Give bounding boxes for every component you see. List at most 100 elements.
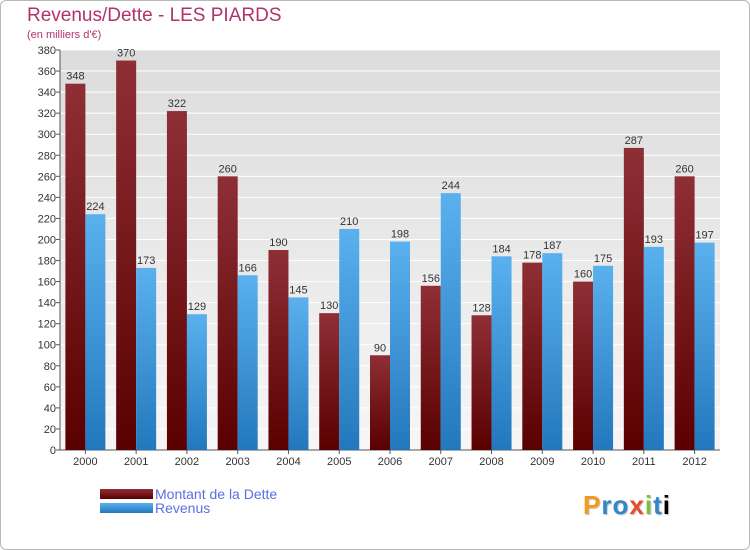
- bar-revenus: [542, 253, 563, 450]
- bar-revenus: [491, 256, 512, 450]
- y-tick-label: 160: [38, 277, 56, 289]
- legend-swatch-debt: [100, 489, 153, 499]
- y-tick-label: 300: [38, 129, 56, 141]
- logo-letter: x: [629, 490, 645, 520]
- bar-debt: [65, 83, 86, 451]
- y-tick-label: 20: [44, 424, 56, 436]
- bar-revenus: [440, 193, 461, 450]
- data-label-debt: 287: [625, 135, 643, 147]
- y-tick-label: 140: [38, 298, 56, 310]
- x-tick-label: 2002: [175, 456, 199, 468]
- data-label-debt: 260: [219, 163, 237, 175]
- bar-debt: [217, 176, 238, 450]
- logo-letter: r: [601, 490, 613, 520]
- data-label-revenus: 197: [695, 230, 713, 242]
- y-tick-label: 320: [38, 108, 56, 120]
- x-tick-label: 2006: [378, 456, 402, 468]
- data-label-debt: 156: [422, 273, 440, 285]
- bar-debt: [573, 281, 594, 450]
- chart-subtitle: (en milliers d'€): [27, 29, 102, 41]
- data-label-revenus: 244: [442, 180, 460, 192]
- bar-revenus: [288, 297, 309, 450]
- bar-revenus: [237, 275, 258, 450]
- legend-label-revenus: Revenus: [155, 500, 211, 516]
- bar-debt: [116, 60, 137, 451]
- y-tick-label: 0: [50, 445, 56, 457]
- x-tick-label: 2001: [124, 456, 148, 468]
- proxiti-logo: Proxiti: [583, 490, 671, 521]
- logo-letter: P: [583, 490, 602, 520]
- y-tick-label: 80: [44, 361, 56, 373]
- y-tick-label: 280: [38, 150, 56, 162]
- legend-swatch-revenus: [100, 503, 153, 513]
- y-tick-label: 360: [38, 66, 56, 78]
- logo-letter: t: [653, 490, 663, 520]
- y-tick-label: 180: [38, 256, 56, 268]
- bar-debt: [166, 111, 187, 450]
- bar-revenus: [136, 267, 157, 450]
- x-tick-label: 2007: [429, 456, 453, 468]
- legend-item-revenus: Revenus: [100, 500, 211, 516]
- data-label-debt: 160: [574, 269, 592, 281]
- bar-debt: [674, 176, 695, 450]
- bar-debt: [623, 147, 644, 451]
- logo-letter: o: [612, 490, 630, 520]
- data-label-revenus: 210: [340, 216, 358, 228]
- logo-letter: i: [662, 490, 671, 520]
- y-tick-label: 100: [38, 340, 56, 352]
- x-tick-label: 2009: [530, 456, 554, 468]
- y-tick-label: 240: [38, 192, 56, 204]
- data-label-revenus: 166: [239, 262, 257, 274]
- legend-item-debt: Montant de la Dette: [100, 486, 278, 502]
- data-label-debt: 190: [269, 237, 287, 249]
- bar-debt: [370, 355, 390, 450]
- bar-debt: [268, 250, 289, 450]
- bar-debt: [420, 285, 441, 450]
- data-label-debt: 370: [117, 48, 135, 60]
- data-label-revenus: 198: [391, 229, 409, 241]
- data-label-debt: 348: [66, 71, 84, 83]
- y-tick-label: 60: [44, 382, 56, 394]
- y-tick-label: 260: [38, 171, 56, 183]
- data-label-debt: 130: [320, 300, 338, 312]
- y-tick-label: 340: [38, 87, 56, 99]
- x-tick-label: 2010: [581, 456, 605, 468]
- x-tick-label: 2004: [276, 456, 300, 468]
- x-tick-label: 2012: [682, 456, 706, 468]
- bar-debt: [471, 315, 492, 450]
- bar-debt: [319, 313, 340, 450]
- bar-revenus: [85, 214, 106, 450]
- y-tick-label: 220: [38, 213, 56, 225]
- y-tick-label: 40: [44, 403, 56, 415]
- data-label-debt: 128: [472, 302, 490, 314]
- x-tick-label: 2011: [632, 456, 656, 468]
- data-label-revenus: 175: [594, 253, 612, 265]
- data-label-debt: 90: [374, 342, 386, 354]
- data-label-debt: 322: [168, 98, 186, 110]
- y-tick-label: 120: [38, 319, 56, 331]
- data-label-revenus: 224: [86, 201, 104, 213]
- bar-revenus: [186, 314, 207, 450]
- bar-revenus: [694, 242, 715, 450]
- data-label-debt: 178: [523, 250, 541, 262]
- y-tick-label: 380: [38, 45, 56, 57]
- logo-letter: i: [644, 490, 654, 520]
- bar-revenus: [643, 246, 664, 450]
- data-label-revenus: 193: [645, 234, 663, 246]
- bar-debt: [522, 262, 543, 450]
- data-label-debt: 260: [675, 163, 693, 175]
- data-label-revenus: 129: [188, 301, 206, 313]
- legend-label-debt: Montant de la Dette: [155, 486, 278, 502]
- chart-title: Revenus/Dette - LES PIARDS: [27, 5, 282, 26]
- x-tick-label: 2003: [225, 456, 249, 468]
- bar-revenus: [390, 241, 410, 450]
- x-tick-label: 2005: [327, 456, 351, 468]
- data-label-revenus: 184: [492, 243, 510, 255]
- data-label-revenus: 187: [543, 240, 561, 252]
- bar-revenus: [593, 265, 614, 450]
- y-tick-label: 200: [38, 234, 56, 246]
- x-tick-label: 2000: [73, 456, 97, 468]
- data-label-revenus: 173: [137, 255, 155, 267]
- data-label-revenus: 145: [289, 284, 307, 296]
